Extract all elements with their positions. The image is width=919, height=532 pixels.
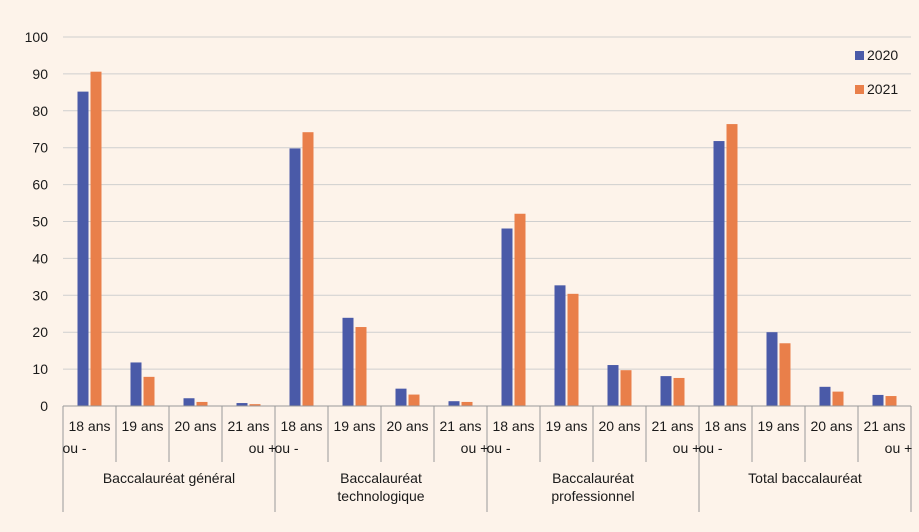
bar-2020 <box>236 403 248 406</box>
bar-2021 <box>196 401 208 406</box>
bar-2021 <box>620 370 632 406</box>
legend-label: 2020 <box>867 47 898 63</box>
bar-2021 <box>90 71 102 406</box>
bar-2020 <box>766 332 778 406</box>
bar-2020 <box>819 386 831 406</box>
x-group-label: professionnel <box>551 488 634 504</box>
x-category-label-line2: ou - <box>274 440 298 456</box>
x-category-label-line2: ou - <box>62 440 86 456</box>
bar-2021 <box>514 213 526 406</box>
bar-2021 <box>408 394 420 406</box>
bar-2021 <box>832 391 844 406</box>
bar-2020 <box>342 317 354 406</box>
x-category-label: 19 ans <box>545 418 587 434</box>
bar-2020 <box>872 394 884 406</box>
x-category-label-line2: ou + <box>249 440 277 456</box>
x-category-label: 21 ans <box>227 418 269 434</box>
bar-2020 <box>501 228 513 406</box>
x-category-label-line2: ou + <box>885 440 913 456</box>
x-category-label: 20 ans <box>598 418 640 434</box>
x-category-label: 20 ans <box>386 418 428 434</box>
x-category-label: 18 ans <box>68 418 110 434</box>
y-tick-label: 60 <box>32 177 48 193</box>
y-tick-label: 50 <box>32 214 48 230</box>
legend-swatch-2020 <box>855 51 864 60</box>
bar-2020 <box>554 285 566 406</box>
legend-swatch-2021 <box>855 85 864 94</box>
bar-2020 <box>130 362 142 406</box>
x-category-label: 21 ans <box>439 418 481 434</box>
y-tick-label: 40 <box>32 250 48 266</box>
y-tick-label: 30 <box>32 287 48 303</box>
bar-2021 <box>779 343 791 406</box>
x-group-label: Total baccalauréat <box>748 470 862 486</box>
x-category-label: 19 ans <box>757 418 799 434</box>
bar-2021 <box>885 396 897 406</box>
x-category-label-line2: ou + <box>461 440 489 456</box>
bar-2021 <box>567 293 579 406</box>
legend-label: 2021 <box>867 81 898 97</box>
bar-2020 <box>660 376 672 406</box>
x-category-label: 18 ans <box>280 418 322 434</box>
x-category-label: 21 ans <box>651 418 693 434</box>
bar-2021 <box>726 124 738 407</box>
y-tick-label: 70 <box>32 140 48 156</box>
bar-2020 <box>289 148 301 407</box>
x-group-label: Baccalauréat <box>552 470 634 486</box>
x-category-label-line2: ou - <box>486 440 510 456</box>
x-group-label: technologique <box>337 488 424 504</box>
x-category-label: 19 ans <box>333 418 375 434</box>
bar-2020 <box>77 91 89 406</box>
bar-2021 <box>355 327 367 406</box>
x-category-label-line2: ou - <box>698 440 722 456</box>
bar-2020 <box>607 365 619 406</box>
bar-2020 <box>395 388 407 406</box>
x-category-label: 18 ans <box>492 418 534 434</box>
y-tick-label: 10 <box>32 361 48 377</box>
y-tick-label: 80 <box>32 103 48 119</box>
x-category-label-line2: ou + <box>673 440 701 456</box>
x-group-label: Baccalauréat <box>340 470 422 486</box>
y-tick-label: 0 <box>40 398 48 414</box>
bar-2020 <box>183 398 195 406</box>
x-category-label: 19 ans <box>121 418 163 434</box>
x-category-label: 20 ans <box>174 418 216 434</box>
bar-2020 <box>448 401 460 406</box>
x-category-label: 18 ans <box>704 418 746 434</box>
y-tick-label: 20 <box>32 324 48 340</box>
bar-2020 <box>713 141 725 407</box>
y-tick-label: 100 <box>25 29 49 45</box>
x-group-label: Baccalauréat général <box>103 470 235 486</box>
bar-2021 <box>673 377 685 406</box>
bar-2021 <box>143 376 155 406</box>
bar-2021 <box>249 404 261 406</box>
y-tick-label: 90 <box>32 66 48 82</box>
bar-2021 <box>302 132 314 406</box>
bar-2021 <box>461 401 473 406</box>
x-category-label: 20 ans <box>810 418 852 434</box>
x-category-label: 21 ans <box>863 418 905 434</box>
